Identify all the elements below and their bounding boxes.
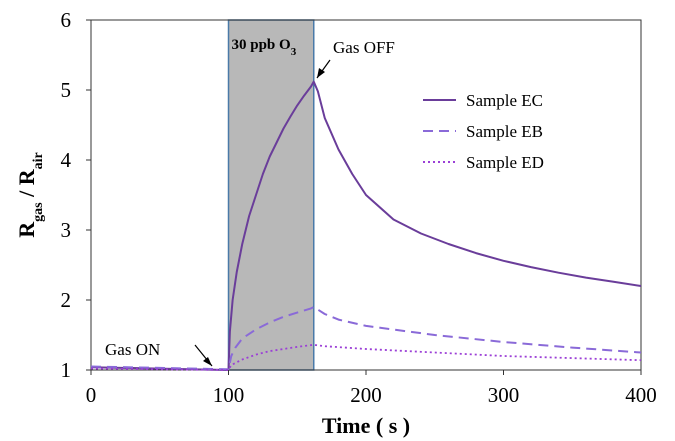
y-axis-title-sub2: air <box>31 152 46 169</box>
legend-label-sample-ec: Sample EC <box>466 91 543 110</box>
y-axis-title-sep: / R <box>14 168 39 202</box>
gas-on-annotation: Gas ON <box>105 340 160 359</box>
ozone-label-main: 30 ppb O <box>232 37 291 53</box>
x-tick-label: 400 <box>625 383 657 407</box>
y-tick-label: 4 <box>61 148 72 172</box>
y-axis-title-main: R <box>14 221 39 238</box>
x-tick-label: 300 <box>488 383 520 407</box>
series-line-sample-ec <box>90 80 642 371</box>
gas-off-annotation: Gas OFF <box>333 38 395 57</box>
series-line-sample-eb <box>90 306 642 371</box>
y-tick-label: 6 <box>61 8 72 32</box>
gas-on-arrowhead <box>203 357 212 366</box>
y-tick-label: 3 <box>61 218 72 242</box>
gas-off-arrowhead <box>317 68 325 78</box>
series-line-sample-ed <box>90 343 642 371</box>
legend-label-sample-eb: Sample EB <box>466 122 543 141</box>
series-layer <box>90 80 642 371</box>
legend: Sample EC Sample EB Sample ED <box>423 91 544 172</box>
y-tick-label: 2 <box>61 288 72 312</box>
y-tick-label: 1 <box>61 358 72 382</box>
ticks-layer: 0 100 200 300 400 1 2 3 4 5 6 <box>61 8 657 407</box>
y-axis-title-sub1: gas <box>31 202 46 222</box>
y-tick-label: 5 <box>61 78 72 102</box>
x-tick-label: 0 <box>86 383 97 407</box>
y-axis-title: Rgas / Rair <box>14 152 46 237</box>
x-tick-label: 100 <box>213 383 245 407</box>
ozone-exposure-region <box>227 19 315 371</box>
legend-label-sample-ed: Sample ED <box>466 153 544 172</box>
ozone-label-subscript: 3 <box>291 46 297 58</box>
ozone-exposure-label: 30 ppb O3 <box>232 37 297 58</box>
x-axis-title: Time ( s ) <box>322 413 410 438</box>
x-tick-label: 200 <box>350 383 382 407</box>
